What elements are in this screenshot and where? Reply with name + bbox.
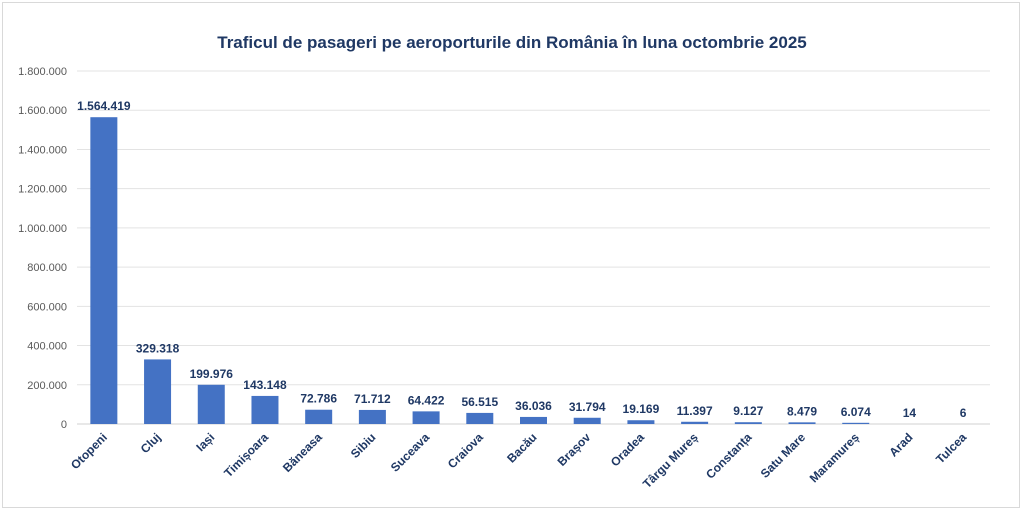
data-label: 56.515	[461, 395, 498, 409]
y-tick-label: 1.800.000	[18, 66, 67, 78]
data-label: 6	[960, 406, 967, 420]
x-tick-label: Brașov	[555, 430, 594, 469]
data-label: 329.318	[136, 341, 180, 355]
x-tick-label: Băneasa	[280, 430, 325, 475]
data-label: 6.074	[841, 405, 871, 419]
x-tick-label: Constanța	[703, 430, 755, 482]
y-tick-label: 600.000	[27, 301, 67, 313]
data-label: 199.976	[190, 367, 234, 381]
bar	[358, 409, 386, 424]
bar	[573, 417, 601, 424]
bar	[144, 359, 172, 424]
x-tick-label: Cluj	[138, 430, 164, 456]
bar	[788, 422, 816, 424]
y-tick-label: 1.600.000	[18, 105, 67, 117]
bar	[520, 416, 547, 424]
bar	[305, 409, 333, 424]
x-tick-label: Tulcea	[933, 430, 969, 466]
data-label: 19.169	[623, 402, 660, 416]
data-label: 36.036	[515, 399, 552, 413]
y-tick-label: 1.400.000	[18, 144, 67, 156]
bar	[627, 420, 655, 424]
x-tick-label: Oradea	[608, 430, 647, 469]
y-tick-label: 200.000	[27, 380, 67, 392]
x-tick-label: Timișoara	[221, 430, 271, 480]
y-tick-label: 800.000	[27, 262, 67, 274]
y-tick-label: 400.000	[27, 341, 67, 353]
bar	[412, 411, 440, 424]
x-tick-label: Bacău	[504, 430, 539, 465]
bar	[466, 412, 494, 424]
data-label: 14	[903, 406, 917, 420]
bar	[681, 421, 709, 424]
data-label: 1.564.419	[77, 99, 131, 113]
data-label: 31.794	[569, 400, 606, 414]
y-tick-label: 1.000.000	[18, 223, 67, 235]
chart-title: Traficul de pasageri pe aeroporturile di…	[217, 33, 807, 52]
data-label: 8.479	[787, 404, 817, 418]
bar	[197, 384, 225, 424]
bar	[842, 422, 870, 424]
x-tick-label: Craiova	[445, 430, 486, 471]
bar	[251, 395, 279, 424]
data-label: 9.127	[733, 404, 763, 418]
x-tick-label: Arad	[886, 430, 915, 459]
bar	[734, 422, 762, 424]
x-tick-label: Sibiu	[348, 430, 379, 461]
data-label: 72.786	[300, 392, 337, 406]
x-tick-label: Satu Mare	[758, 430, 809, 481]
x-tick-label: Otopeni	[68, 430, 110, 472]
x-tick-label: Maramureș	[807, 430, 862, 485]
y-tick-label: 0	[61, 419, 67, 431]
data-label: 11.397	[677, 404, 713, 418]
x-tick-label: Suceava	[388, 430, 433, 475]
data-label: 71.712	[354, 392, 391, 406]
y-tick-label: 1.200.000	[18, 184, 67, 196]
x-tick-label: Iași	[193, 430, 217, 454]
bar	[90, 117, 118, 425]
data-label: 64.422	[408, 393, 445, 407]
data-label: 143.148	[243, 378, 287, 392]
x-tick-label: Târgu Mureș	[640, 430, 701, 491]
